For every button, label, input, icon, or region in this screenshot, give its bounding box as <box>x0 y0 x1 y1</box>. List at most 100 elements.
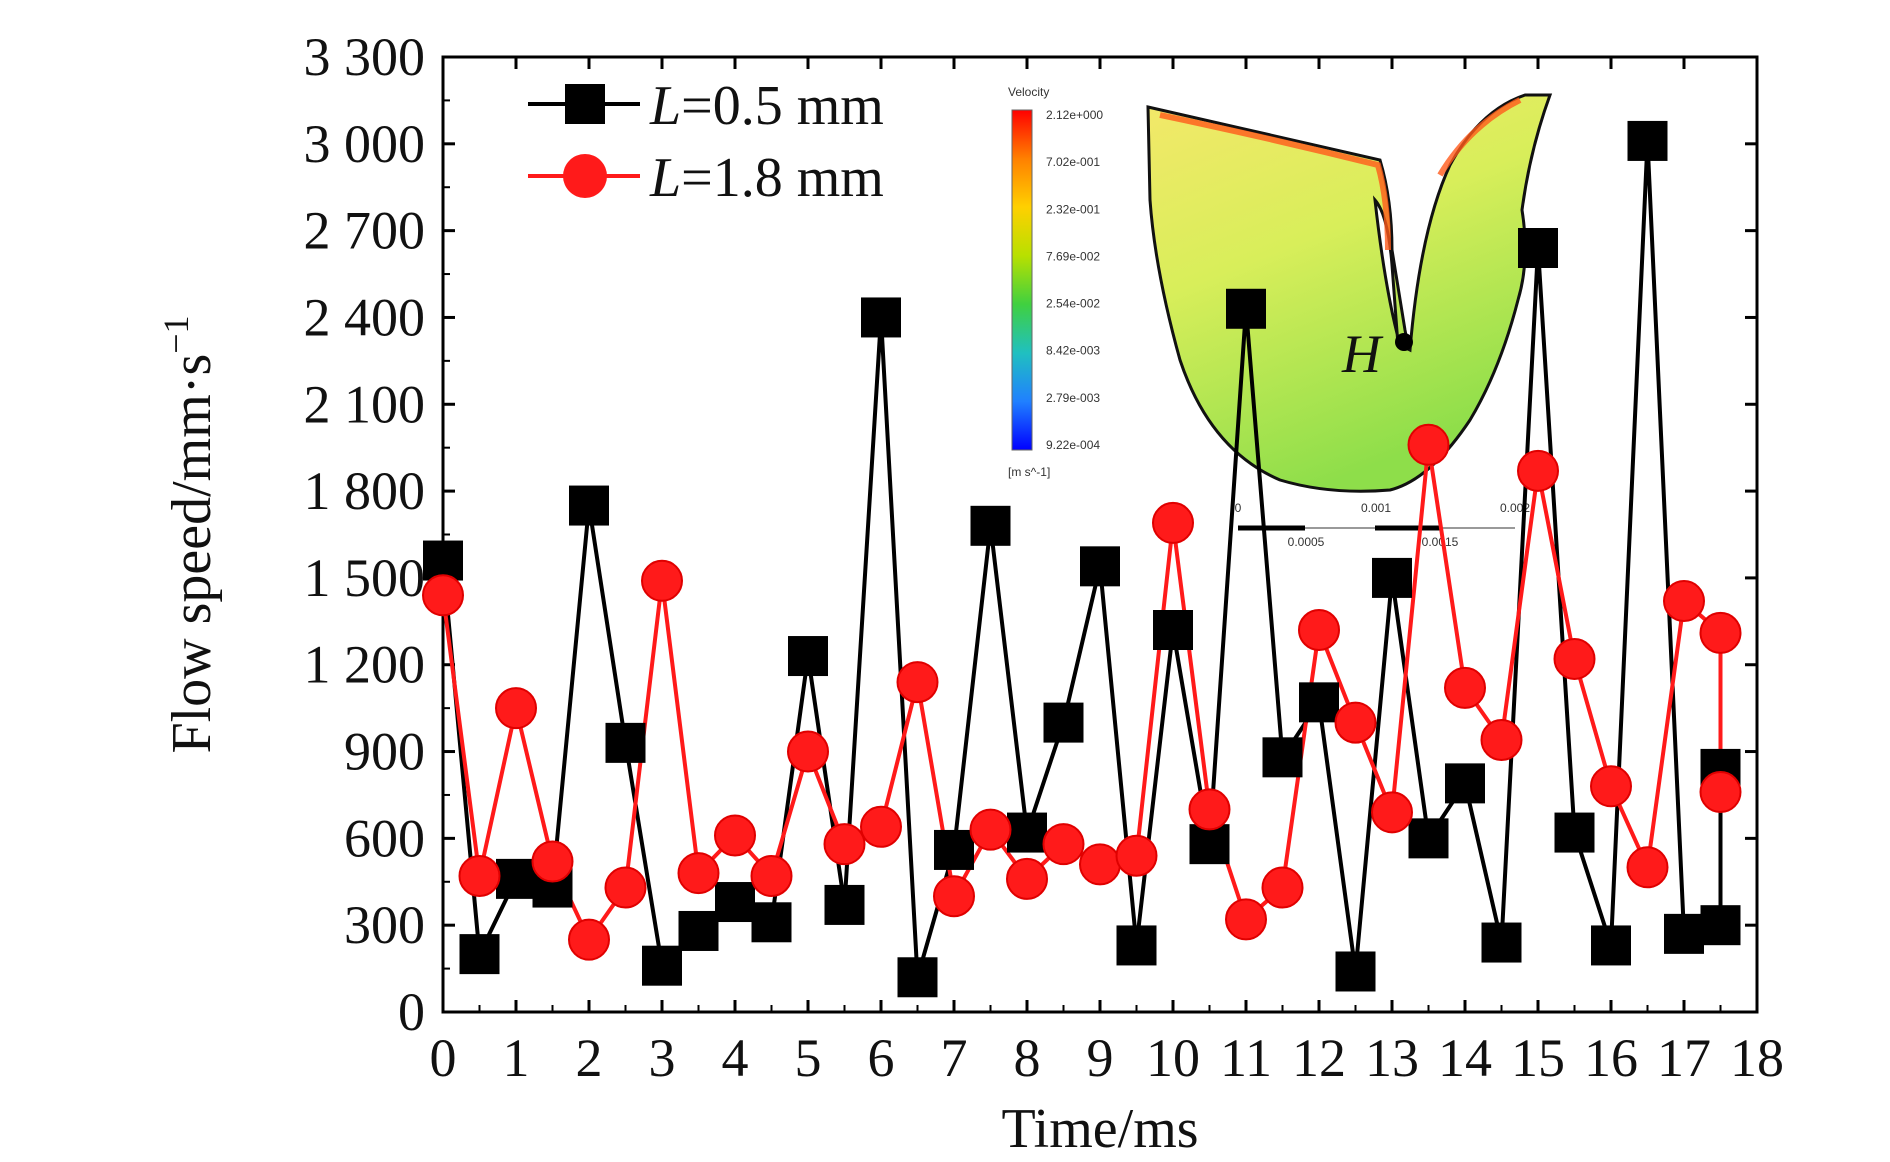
scale-label-top: 0 <box>1235 501 1242 515</box>
data-point-circle <box>1225 898 1267 941</box>
data-point-square <box>1408 818 1449 859</box>
data-point-circle <box>714 814 756 857</box>
data-point-circle <box>1006 857 1048 900</box>
data-point-square <box>496 858 536 899</box>
data-point-circle <box>969 808 1012 851</box>
legend-label-rest: =1.8 mm <box>681 147 884 209</box>
x-tick-label: 2 <box>576 1028 603 1088</box>
data-point-circle <box>787 730 829 773</box>
data-point-circle <box>823 823 866 866</box>
data-point-square <box>934 829 974 870</box>
x-tick-label: 1 <box>503 1028 530 1088</box>
legend-label: L=1.8 mm <box>649 147 884 209</box>
colorbar-label: 2.32e-001 <box>1046 202 1100 216</box>
y-tick-label: 2 700 <box>304 201 426 261</box>
data-point-circle <box>1553 637 1596 680</box>
data-point-circle <box>458 854 501 897</box>
data-point-square <box>1664 913 1704 954</box>
y-tick-label: 1 500 <box>304 548 426 608</box>
x-tick-label: 14 <box>1438 1028 1492 1088</box>
scale-label-bottom: 0.0015 <box>1422 535 1459 549</box>
x-tick-label: 15 <box>1511 1028 1565 1088</box>
data-point-circle <box>531 840 574 883</box>
x-tick-label: 0 <box>430 1028 457 1088</box>
data-point-circle <box>860 805 902 848</box>
data-point-circle <box>1152 501 1194 544</box>
point-h-marker <box>1395 333 1413 351</box>
legend-label: L=0.5 mm <box>649 75 884 137</box>
colorbar-title: Velocity <box>1008 85 1049 99</box>
x-tick-label: 16 <box>1584 1028 1638 1088</box>
data-point-square <box>824 884 865 925</box>
x-tick-label: 10 <box>1146 1028 1200 1088</box>
axes-group: 0 1 2 3 4 5 6 7 8 9 10 11 12 13 14 15 16 17 1803006009001 … <box>156 27 1784 1160</box>
x-tick-label: 8 <box>1014 1028 1041 1088</box>
y-tick-label: 2 400 <box>304 287 426 347</box>
data-point-square <box>605 722 646 763</box>
data-point-circle <box>933 875 975 918</box>
high-velocity-rim <box>1437 97 1522 177</box>
data-point-square <box>715 882 755 923</box>
data-point-square <box>678 910 719 951</box>
x-tick-label: 6 <box>868 1028 895 1088</box>
data-point-circle <box>1699 611 1742 654</box>
x-tick-label: 12 <box>1292 1028 1346 1088</box>
x-tick-label: 3 <box>649 1028 676 1088</box>
data-point-circle <box>1298 609 1340 651</box>
colorbar-label: 9.22e-004 <box>1046 438 1100 452</box>
data-point-circle <box>495 687 537 730</box>
data-point-square <box>1372 557 1412 598</box>
data-point-circle <box>677 852 720 895</box>
data-point-circle <box>896 661 939 704</box>
data-point-circle <box>1590 765 1632 808</box>
point-h-label: H <box>1341 324 1384 384</box>
colorbar-label: 2.12e+000 <box>1046 108 1103 122</box>
colorbar-label: 2.79e-003 <box>1046 391 1100 405</box>
y-tick-label: 900 <box>344 722 425 782</box>
colorbar <box>1011 109 1033 451</box>
data-point-square <box>1080 546 1120 587</box>
x-tick-label: 5 <box>795 1028 822 1088</box>
data-point-circle <box>750 854 793 897</box>
x-tick-label: 17 <box>1657 1028 1711 1088</box>
data-point-circle <box>1663 580 1705 623</box>
data-point-square <box>1262 737 1303 778</box>
data-point-circle <box>1079 843 1121 886</box>
y-axis-title: Flow speed/mm·s−1 <box>156 315 223 753</box>
data-point-square <box>1007 812 1047 853</box>
y-tick-label: 1 800 <box>304 461 426 521</box>
data-point-circle <box>1042 823 1085 866</box>
y-tick-label: 3 300 <box>304 27 426 87</box>
data-point-square <box>1043 702 1084 743</box>
data-point-circle <box>604 866 647 909</box>
x-tick-label: 4 <box>722 1028 749 1088</box>
colorbar-label: 7.69e-002 <box>1046 249 1100 263</box>
legend-marker-square <box>565 84 605 124</box>
data-point-square <box>423 540 463 581</box>
data-point-square <box>1335 951 1376 992</box>
data-point-square <box>1116 925 1157 966</box>
legend: L=0.5 mm L=1.8 mm <box>528 75 884 209</box>
data-point-square <box>1554 812 1595 853</box>
y-tick-label: 3 000 <box>304 114 426 174</box>
data-point-circle <box>1480 718 1523 761</box>
y-tick-label: 2 100 <box>304 374 426 434</box>
legend-label-italic: L <box>649 147 681 209</box>
data-point-square <box>459 934 500 975</box>
x-tick-label: 7 <box>941 1028 968 1088</box>
data-point-square <box>897 957 938 998</box>
data-point-circle <box>1188 788 1231 831</box>
data-point-square <box>1591 925 1631 966</box>
data-point-square <box>569 485 609 526</box>
x-axis-title: Time/ms <box>1001 1098 1198 1157</box>
data-point-circle <box>1261 866 1304 909</box>
velocity-inset: Velocity 2.12e+000 7.02e-001 2.32e-001 7.69e… <box>1008 85 1553 549</box>
x-tick-label: 13 <box>1365 1028 1419 1088</box>
high-velocity-rim <box>1159 112 1391 251</box>
data-point-square <box>861 297 901 338</box>
y-tick-label: 600 <box>344 808 425 868</box>
data-point-square <box>1700 905 1741 946</box>
colorbar-label: 7.02e-001 <box>1046 155 1100 169</box>
x-tick-label: 18 <box>1730 1028 1784 1088</box>
